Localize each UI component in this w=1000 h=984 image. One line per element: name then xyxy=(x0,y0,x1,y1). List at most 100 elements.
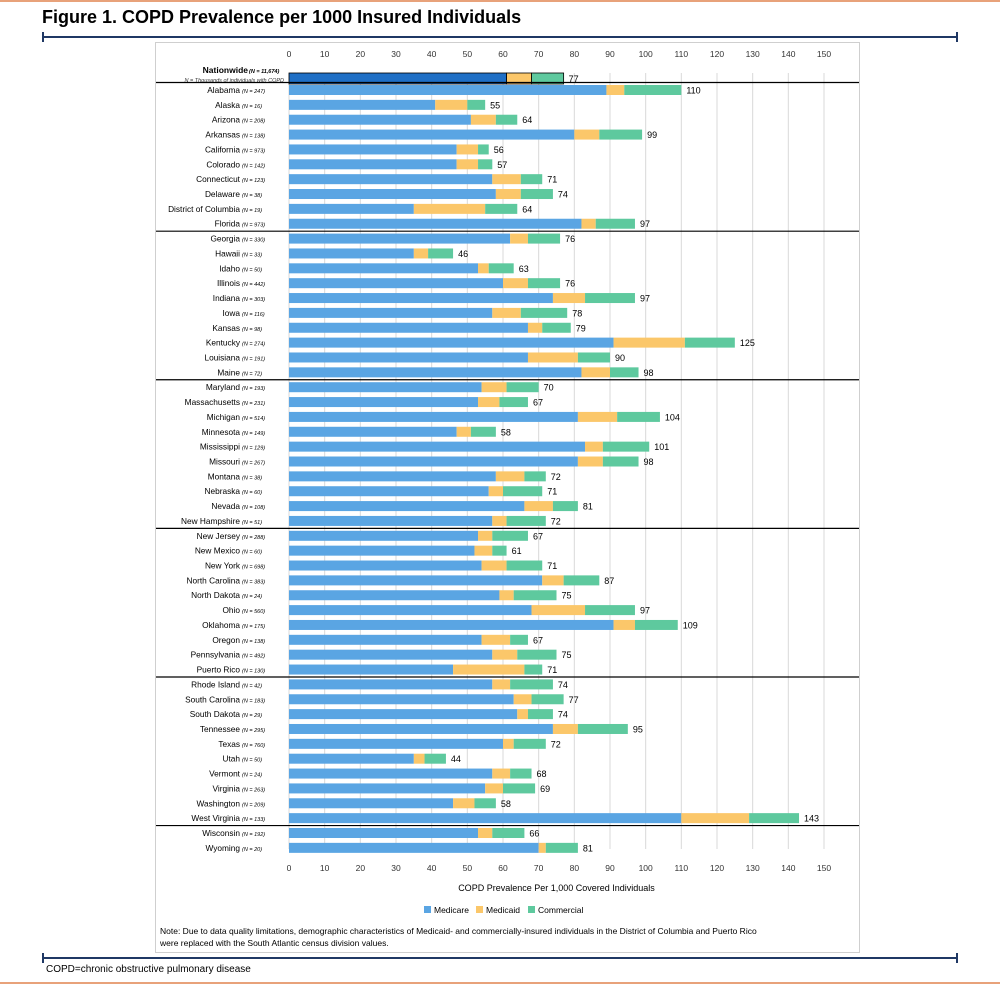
total-label-51: 81 xyxy=(583,843,593,853)
state-n-label-24: (N = 129) xyxy=(242,446,265,452)
x-tick-label-bottom-6: 60 xyxy=(498,863,508,873)
bar-commercial-1 xyxy=(467,99,486,110)
x-tick-label-bottom-4: 40 xyxy=(427,863,437,873)
bar-medicaid-15 xyxy=(492,307,521,318)
state-label-30: New Jersey xyxy=(197,531,241,541)
legend-swatch-medicaid xyxy=(476,906,483,913)
bar-commercial-38 xyxy=(517,649,557,660)
bar-commercial-40 xyxy=(510,679,553,690)
bar-medicaid-45 xyxy=(413,753,425,764)
bar-medicare-10 xyxy=(289,233,511,244)
state-label-26: Montana xyxy=(208,471,241,481)
chart-panel: 0 0 10 10 20 20 30 30 40 40 50 50 60 60 70 70 80 80 90 90 10… xyxy=(155,42,860,953)
bar-medicare-17 xyxy=(289,337,614,348)
state-label-22: Michigan xyxy=(207,412,241,422)
bar-commercial-41 xyxy=(531,694,564,705)
state-n-label-1: (N = 16) xyxy=(242,104,262,110)
total-label-46: 68 xyxy=(537,769,547,779)
state-n-label-42: (N = 29) xyxy=(242,713,262,719)
nationwide-total-label: 77 xyxy=(569,74,579,84)
bar-medicaid-10 xyxy=(510,233,528,244)
bar-medicare-33 xyxy=(289,575,543,586)
bar-commercial-7 xyxy=(520,189,553,200)
state-n-label-11: (N = 33) xyxy=(242,252,262,258)
bar-commercial-12 xyxy=(488,263,514,274)
bar-medicare-46 xyxy=(289,768,493,779)
state-n-label-25: (N = 267) xyxy=(242,461,265,467)
bar-commercial-37 xyxy=(510,634,528,645)
state-label-37: Oregon xyxy=(212,635,240,645)
state-label-23: Minnesota xyxy=(202,427,241,437)
state-n-label-47: (N = 263) xyxy=(242,787,265,793)
bar-medicaid-40 xyxy=(492,679,511,690)
x-tick-label-bottom-2: 20 xyxy=(356,863,366,873)
top-accent-rule xyxy=(0,0,1000,2)
bar-commercial-39 xyxy=(524,664,543,675)
bar-commercial-4 xyxy=(478,144,489,155)
bar-commercial-48 xyxy=(474,798,496,809)
bar-medicare-47 xyxy=(289,783,486,794)
total-label-44: 72 xyxy=(551,739,561,749)
x-tick-label-bottom-10: 100 xyxy=(639,863,653,873)
legend-label-medicaid: Medicaid xyxy=(486,905,520,915)
state-n-label-37: (N = 138) xyxy=(242,639,265,645)
state-n-label-49: (N = 133) xyxy=(242,817,265,823)
total-label-29: 72 xyxy=(551,516,561,526)
x-tick-label-bottom-0: 0 xyxy=(287,863,292,873)
bar-commercial-0 xyxy=(624,85,682,95)
state-n-label-12: (N = 50) xyxy=(242,267,262,273)
total-label-36: 109 xyxy=(683,620,698,630)
total-label-38: 75 xyxy=(562,650,572,660)
bar-medicaid-5 xyxy=(456,159,479,170)
state-label-20: Maryland xyxy=(206,382,241,392)
state-n-label-28: (N = 108) xyxy=(242,505,265,511)
bar-medicaid-31 xyxy=(474,545,493,556)
bar-medicare-6 xyxy=(289,174,493,185)
bar-commercial-8 xyxy=(485,203,518,214)
x-tick-label-top-9: 90 xyxy=(605,49,615,59)
x-tick-label-top-12: 120 xyxy=(710,49,724,59)
bar-commercial-23 xyxy=(470,426,496,437)
bar-medicare-28 xyxy=(289,501,525,512)
state-label-47: Virginia xyxy=(212,783,240,793)
state-label-4: California xyxy=(205,144,240,154)
total-label-48: 58 xyxy=(501,799,511,809)
state-label-42: South Dakota xyxy=(190,709,241,719)
state-label-19: Maine xyxy=(217,367,240,377)
bar-medicare-2 xyxy=(289,114,471,125)
bar-commercial-22 xyxy=(617,411,660,422)
bar-medicare-0 xyxy=(289,85,607,95)
state-n-label-31: (N = 60) xyxy=(242,550,262,556)
bar-medicare-7 xyxy=(289,189,496,200)
bar-medicare-23 xyxy=(289,426,457,437)
nationwide-n-label: (N = 11,674) xyxy=(249,69,279,75)
state-label-32: New York xyxy=(205,561,241,571)
bar-medicare-34 xyxy=(289,590,500,601)
state-n-label-26: (N = 38) xyxy=(242,475,262,481)
x-tick-label-top-13: 130 xyxy=(746,49,760,59)
state-n-label-44: (N = 760) xyxy=(242,743,265,749)
bar-medicare-35 xyxy=(289,605,532,616)
bar-medicaid-38 xyxy=(492,649,518,660)
x-tick-label-bottom-14: 140 xyxy=(781,863,795,873)
state-n-label-14: (N = 303) xyxy=(242,297,265,303)
state-n-label-10: (N = 330) xyxy=(242,238,265,244)
bar-medicare-9 xyxy=(289,218,582,229)
chart-note-line-1: Note: Due to data quality limitations, d… xyxy=(160,926,757,936)
total-label-30: 67 xyxy=(533,531,543,541)
bar-commercial-26 xyxy=(524,471,546,482)
bar-medicaid-28 xyxy=(524,501,553,512)
total-label-18: 90 xyxy=(615,353,625,363)
x-tick-label-bottom-9: 90 xyxy=(605,863,615,873)
state-label-43: Tennessee xyxy=(200,724,241,734)
state-label-34: North Dakota xyxy=(191,590,240,600)
state-label-29: New Hampshire xyxy=(181,516,240,526)
bar-medicaid-2 xyxy=(470,114,496,125)
bar-commercial-28 xyxy=(552,501,578,512)
bar-commercial-50 xyxy=(492,828,525,838)
bar-commercial-30 xyxy=(492,530,528,541)
total-label-9: 97 xyxy=(640,219,650,229)
bar-medicaid-11 xyxy=(413,248,429,259)
state-n-label-7: (N = 38) xyxy=(242,193,262,199)
x-tick-label-top-15: 150 xyxy=(817,49,831,59)
